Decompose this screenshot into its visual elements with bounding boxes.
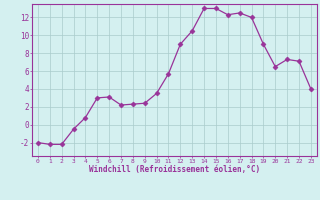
X-axis label: Windchill (Refroidissement éolien,°C): Windchill (Refroidissement éolien,°C) (89, 165, 260, 174)
